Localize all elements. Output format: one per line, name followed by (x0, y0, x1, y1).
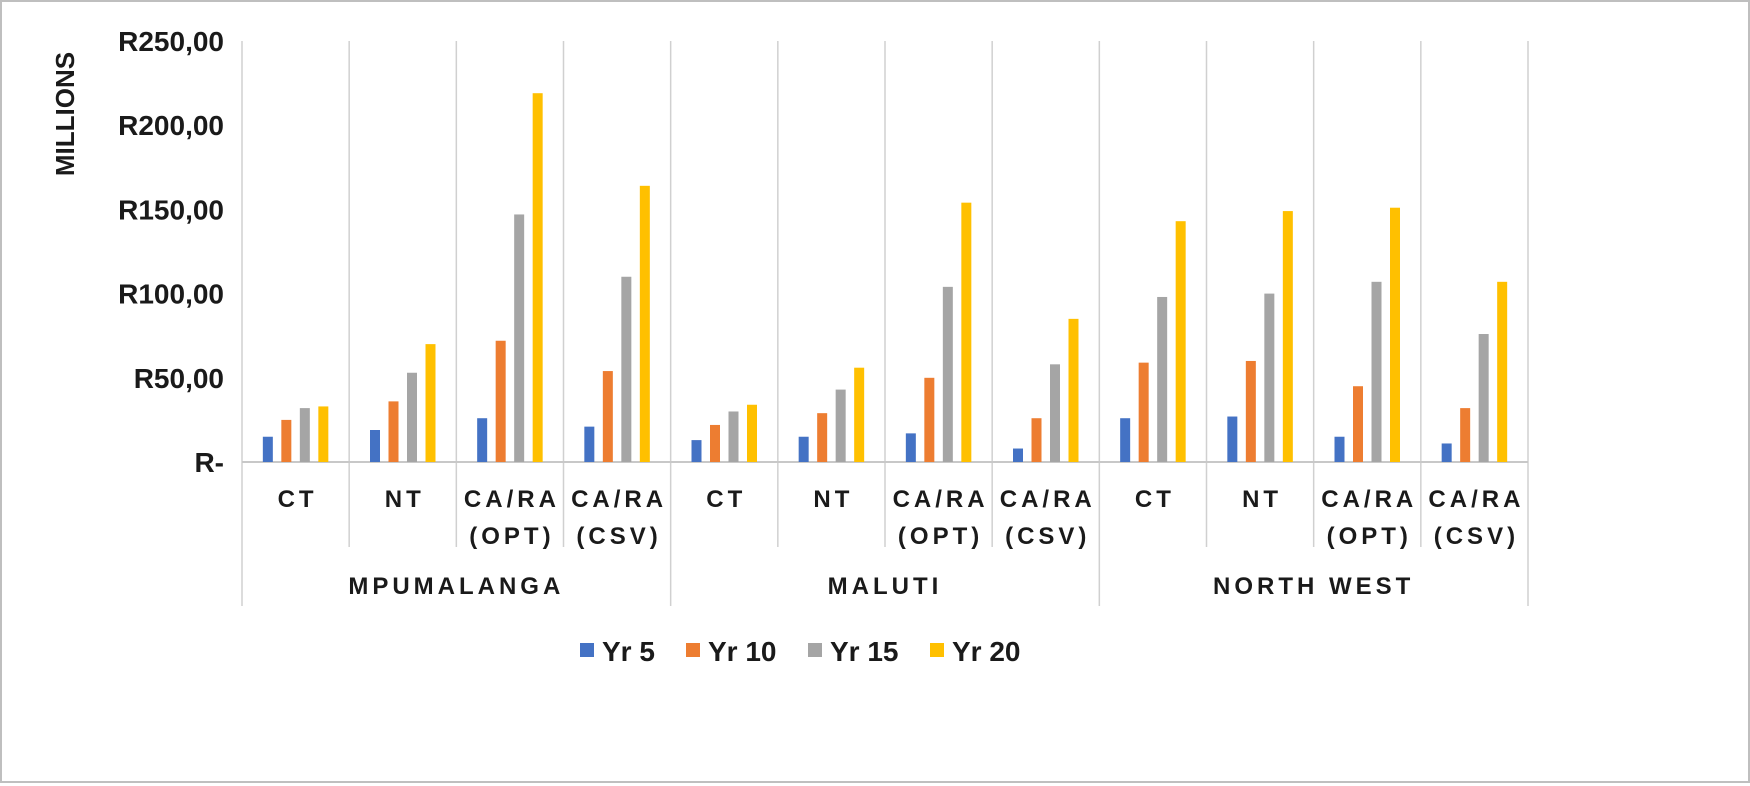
bar-yr-15 (1050, 364, 1060, 462)
bar-yr-15 (1157, 296, 1168, 462)
category-label: NT (1242, 486, 1282, 513)
bar-yr-20 (639, 185, 650, 462)
legend-swatch (686, 643, 700, 657)
category-label: CT (706, 486, 746, 513)
bar-yr-5 (584, 426, 595, 462)
bar-yr-20 (1497, 281, 1508, 462)
bar-yr-20 (1068, 318, 1079, 462)
bar-yr-5 (1120, 418, 1131, 462)
bar-yr-5 (1334, 436, 1345, 462)
bar-yr-5 (1227, 416, 1238, 462)
bar-yr-20 (425, 344, 436, 462)
bar-yr-15 (728, 411, 739, 462)
bar-yr-15 (514, 214, 525, 462)
group-label: MALUTI (828, 573, 943, 600)
category-label: CT (1135, 486, 1175, 513)
labels-layer: R- R50,00 R100,00 R150,00 R200,00 R250,00 MILL… (50, 26, 1524, 600)
bar-yr-10 (495, 340, 506, 462)
bar-yr-15 (621, 276, 632, 462)
bar-yr-20 (1390, 207, 1400, 462)
bar-yr-10 (1031, 418, 1042, 462)
category-label: CA/RA (1321, 486, 1417, 513)
group-label: MPUMALANGA (348, 573, 564, 600)
bar-yr-10 (602, 371, 613, 462)
category-label: (CSV) (576, 523, 661, 550)
bar-yr-5 (1013, 448, 1023, 462)
bar-yr-5 (477, 418, 488, 462)
y-tick-label: R- (194, 447, 224, 478)
bar-yr-5 (798, 436, 809, 462)
bar-yr-5 (691, 440, 702, 462)
bar-yr-15 (407, 372, 417, 462)
legend-label: Yr 15 (830, 636, 899, 667)
bar-yr-10 (817, 413, 828, 462)
bar-yr-20 (1175, 221, 1186, 462)
legend-swatch (808, 643, 822, 657)
category-label: CA/RA (893, 486, 989, 513)
bar-yr-10 (1138, 362, 1149, 462)
axis-layer (241, 41, 1529, 606)
category-label: CA/RA (464, 486, 560, 513)
category-label: NT (385, 486, 425, 513)
bar-yr-20 (1282, 211, 1293, 462)
bar-yr-10 (710, 424, 720, 462)
bar-yr-5 (905, 433, 916, 462)
bar-yr-10 (1353, 386, 1363, 462)
bar-yr-15 (299, 408, 310, 462)
category-label: NT (813, 486, 853, 513)
y-tick-label: R100,00 (118, 279, 224, 310)
bar-yr-10 (281, 419, 292, 462)
group-label: NORTH WEST (1213, 573, 1414, 600)
category-label: (OPT) (1327, 523, 1412, 550)
legend-label: Yr 5 (602, 636, 655, 667)
bar-yr-15 (1264, 293, 1275, 462)
bar-yr-15 (942, 286, 953, 462)
category-label: CA/RA (1428, 486, 1524, 513)
legend-swatch (930, 643, 944, 657)
legend-label: Yr 10 (708, 636, 777, 667)
bar-yr-10 (1460, 408, 1471, 462)
bar-yr-5 (262, 436, 273, 462)
bar-yr-10 (924, 377, 935, 462)
bar-yr-20 (961, 202, 972, 462)
bar-yr-5 (370, 430, 380, 462)
y-tick-label: R200,00 (118, 110, 224, 141)
bar-yr-10 (1245, 360, 1256, 462)
legend-label: Yr 20 (952, 636, 1021, 667)
category-label: (CSV) (1005, 523, 1090, 550)
bars-layer (262, 93, 1508, 462)
y-tick-label: R250,00 (118, 26, 224, 57)
category-label: CT (278, 486, 318, 513)
bar-yr-20 (747, 404, 757, 462)
bar-yr-15 (1478, 334, 1489, 462)
bar-yr-15 (835, 389, 846, 462)
bar-yr-20 (532, 93, 543, 462)
bar-yr-20 (318, 406, 329, 462)
bar-yr-10 (388, 401, 399, 462)
y-axis-title: MILLIONS (50, 52, 80, 176)
legend-layer: Yr 5 Yr 10 Yr 15 Yr 20 (580, 636, 1021, 667)
category-label: (OPT) (898, 523, 983, 550)
bar-yr-5 (1441, 443, 1452, 462)
category-label: (OPT) (469, 523, 554, 550)
y-tick-label: R50,00 (134, 363, 224, 394)
bar-yr-20 (854, 367, 865, 462)
category-label: CA/RA (1000, 486, 1096, 513)
category-label: (CSV) (1434, 523, 1519, 550)
legend-swatch (580, 643, 594, 657)
bar-yr-15 (1371, 281, 1382, 462)
y-tick-label: R150,00 (118, 194, 224, 225)
category-label: CA/RA (571, 486, 667, 513)
